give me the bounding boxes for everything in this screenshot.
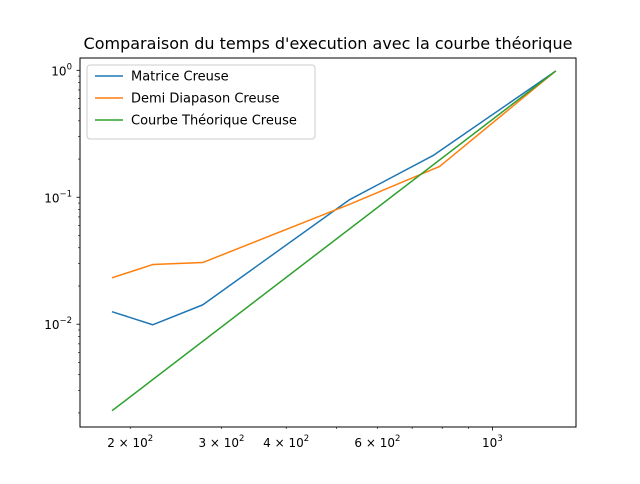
series-line-demi-diapason-creuse [111, 70, 557, 279]
x-tick-label: 3 × 102 [198, 434, 244, 450]
x-tick-label-base: 10 [482, 436, 497, 450]
legend-label: Demi Diapason Creuse [131, 92, 279, 107]
x-tick-label-exponent: 3 [497, 434, 502, 444]
y-tick-label-base: 10 [44, 318, 59, 332]
legend: Matrice Creuse Demi Diapason Creuse Courbe… [86, 64, 316, 140]
x-tick-label-exponent: 2 [239, 434, 244, 444]
plot-area [111, 70, 557, 412]
legend-box [86, 64, 316, 140]
x-tick-label: 6 × 102 [354, 434, 400, 450]
series-line-matrice-creuse [111, 70, 557, 326]
x-tick-label-exponent: 2 [304, 434, 309, 444]
y-tick-label: 100 [51, 62, 72, 78]
x-tick-label: 2 × 102 [107, 434, 153, 450]
y-tick-label: 10−1 [44, 189, 72, 205]
x-tick-label-base: 4 × 10 [263, 436, 304, 450]
x-tick-label-exponent: 2 [395, 434, 400, 444]
x-tick-label: 4 × 102 [263, 434, 309, 450]
y-tick-label-base: 10 [51, 64, 66, 78]
x-tick-label: 103 [482, 434, 503, 450]
series-line-courbe-theorique-creuse [111, 70, 557, 412]
axes-frame [79, 57, 577, 428]
y-tick-label: 10−2 [44, 316, 72, 332]
x-tick-label-base: 2 × 10 [107, 436, 148, 450]
x-tick-label-exponent: 2 [148, 434, 153, 444]
x-tick-label-base: 3 × 10 [198, 436, 239, 450]
y-tick-label-exponent: 0 [67, 62, 72, 72]
x-axis: 2 × 102 3 × 102 4 × 102 6 × 102 103 [107, 427, 503, 450]
x-tick-label-base: 6 × 10 [354, 436, 395, 450]
legend-label: Courbe Théorique Creuse [131, 114, 297, 129]
y-tick-label-base: 10 [44, 191, 59, 205]
y-tick-label-exponent: −1 [59, 189, 72, 199]
y-tick-label-exponent: −2 [59, 316, 72, 326]
chart-title: Comparaison du temps d'execution avec la… [84, 34, 573, 53]
legend-label: Matrice Creuse [131, 70, 229, 85]
